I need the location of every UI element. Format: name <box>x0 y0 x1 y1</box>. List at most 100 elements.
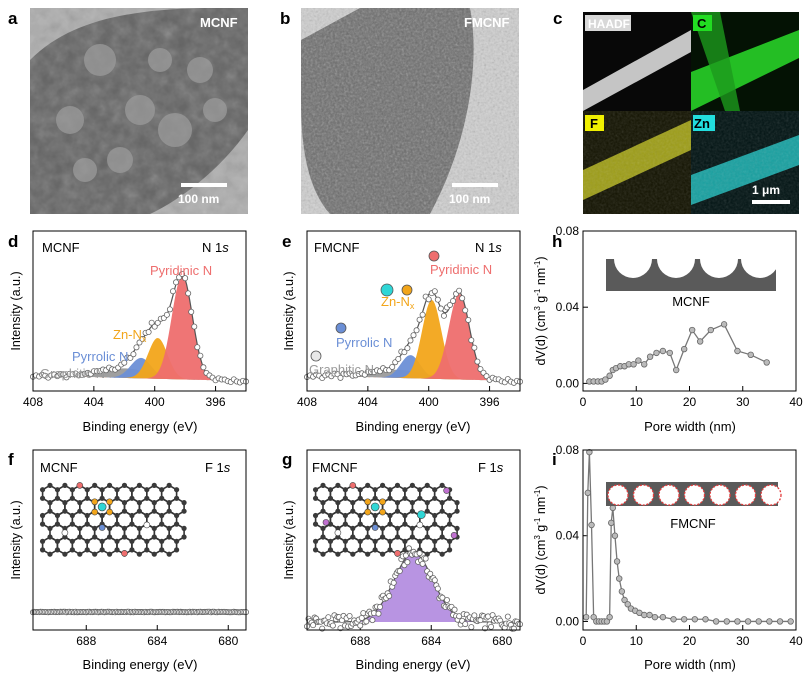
carbon-atom <box>394 525 401 532</box>
carbon-atom <box>379 534 386 540</box>
ylabel-g: Intensity (a.u.) <box>282 500 296 579</box>
x-tick-label: 40 <box>789 395 803 409</box>
carbon-atom <box>335 551 341 557</box>
data-point <box>310 622 317 629</box>
data-point <box>410 332 417 339</box>
schematic-label-i: FMCNF <box>670 516 716 531</box>
scale-bar-b <box>452 183 498 187</box>
tem-image-fmcnf <box>301 8 519 214</box>
scale-bar-a <box>181 183 227 187</box>
carbon-atom <box>114 547 120 553</box>
x-tick-label: 20 <box>683 634 697 648</box>
ylabel-i: dV(d) (cm3 g-1 nm-1) <box>533 485 548 594</box>
carbon-atom <box>174 495 180 501</box>
x-tick-label: 408 <box>297 395 317 409</box>
carbon-atom <box>387 538 393 544</box>
data-point <box>602 376 609 383</box>
carbon-atom <box>342 538 348 544</box>
carbon-atom <box>372 495 378 501</box>
carbon-atom <box>174 512 180 519</box>
atom-icon-zn-e <box>380 283 394 297</box>
carbon-atom <box>99 547 105 553</box>
pore-circle <box>760 484 782 506</box>
data-point <box>390 579 397 586</box>
xps-plot-e: 408 404 400 396 <box>297 287 524 409</box>
carbon-atom <box>181 525 187 532</box>
carbon-atom <box>320 534 326 540</box>
graphene-lattice-f <box>39 482 187 557</box>
carbon-atom <box>424 482 430 488</box>
data-point <box>425 296 432 303</box>
carbon-atom <box>350 551 356 557</box>
data-point <box>434 296 441 303</box>
core-label-e: N 1s <box>475 240 502 255</box>
carbon-atom <box>106 534 113 540</box>
data-point <box>413 327 420 334</box>
carbon-atom <box>402 538 408 544</box>
data-point <box>437 305 444 312</box>
scale-bar-c <box>752 200 790 204</box>
data-point <box>377 603 384 610</box>
n-atom <box>364 498 371 506</box>
data-point <box>375 610 382 617</box>
n-atom <box>334 529 342 537</box>
carbon-atom <box>320 500 326 506</box>
n-atom <box>349 482 357 489</box>
carbon-atom <box>387 512 393 519</box>
data-point <box>702 616 709 623</box>
data-point <box>465 316 472 323</box>
data-point <box>462 621 469 628</box>
carbon-atom <box>136 534 142 540</box>
map-label-f: F <box>590 116 598 131</box>
carbon-atom <box>136 551 142 557</box>
data-point <box>405 545 412 552</box>
axes-frame-e <box>306 230 521 392</box>
schematic-gap <box>603 476 781 482</box>
carbon-atom <box>106 551 113 557</box>
map-tag-f <box>585 115 604 131</box>
data-point <box>329 622 336 629</box>
data-point <box>151 323 158 330</box>
y-tick-label: 0.08 <box>556 224 580 238</box>
carbon-atom <box>417 495 423 501</box>
carbon-atom <box>159 547 165 553</box>
f-atom <box>443 487 450 494</box>
carbon-atom <box>84 495 90 501</box>
carbon-atom <box>379 525 386 532</box>
carbon-atom <box>454 525 460 532</box>
carbon-atom <box>312 495 319 501</box>
carbon-atom <box>129 538 135 544</box>
carbon-atom <box>350 534 356 540</box>
panel-letter-a: a <box>8 9 18 28</box>
peak-label-pyrrolic-e: Pyrrolic N <box>336 335 392 350</box>
data-point <box>766 618 773 625</box>
carbon-atom <box>54 547 61 553</box>
data-point <box>707 326 714 334</box>
data-point <box>630 361 637 368</box>
carbon-atom <box>144 512 150 519</box>
axes-frame-g <box>306 449 521 631</box>
atom-icon-pyrrolic-e <box>335 322 347 334</box>
carbon-atom <box>342 512 348 519</box>
x-tick-label: 684 <box>421 634 441 648</box>
carbon-atom <box>54 487 61 493</box>
data-point <box>434 585 441 592</box>
carbon-atom <box>99 487 105 493</box>
panel-letter-b: b <box>280 9 290 28</box>
carbon-atom <box>69 547 75 553</box>
carbon-atom <box>92 534 98 540</box>
carbon-atom <box>136 508 142 514</box>
carbon-atom <box>357 487 363 493</box>
data-point <box>173 279 180 286</box>
data-point <box>744 618 752 625</box>
carbon-atom <box>312 487 319 493</box>
x-tick-label: 400 <box>145 395 165 409</box>
carbon-atom <box>439 525 445 532</box>
carbon-atom <box>129 495 135 501</box>
carbon-atom <box>47 482 53 488</box>
carbon-atom <box>357 521 363 527</box>
sample-label-f: MCNF <box>40 460 78 475</box>
carbon-atom <box>432 538 438 544</box>
carbon-atom <box>454 500 460 506</box>
carbon-atom <box>394 508 401 514</box>
